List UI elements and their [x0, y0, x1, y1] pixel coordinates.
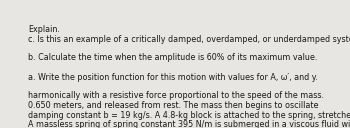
Text: b. Calculate the time when the amplitude is 60% of its maximum value.: b. Calculate the time when the amplitude… [28, 54, 317, 62]
Text: harmonically with a resistive force proportional to the speed of the mass.: harmonically with a resistive force prop… [28, 92, 324, 100]
Text: Explain.: Explain. [28, 25, 60, 34]
Text: a. Write the position function for this motion with values for A, ω′, and y.: a. Write the position function for this … [28, 72, 318, 82]
Text: A massless spring of spring constant 395 N/m is submerged in a viscous fluid wit: A massless spring of spring constant 395… [28, 120, 350, 128]
Text: c. Is this an example of a critically damped, overdamped, or underdamped system?: c. Is this an example of a critically da… [28, 35, 350, 44]
Text: damping constant b = 19 kg/s. A 4.8-kg block is attached to the spring, stretche: damping constant b = 19 kg/s. A 4.8-kg b… [28, 110, 350, 120]
Text: 0.650 meters, and released from rest. The mass then begins to oscillate: 0.650 meters, and released from rest. Th… [28, 101, 318, 110]
